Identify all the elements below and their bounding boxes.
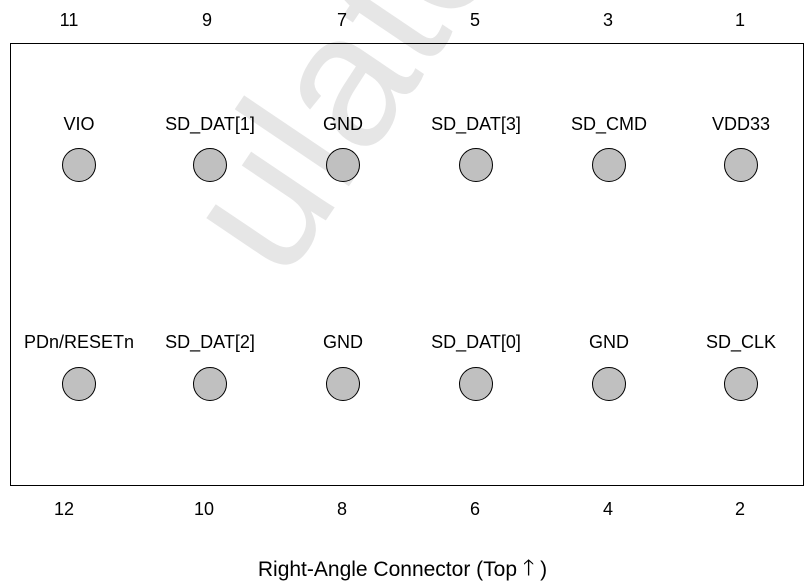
pin-label-gnd-7: GND — [323, 114, 363, 134]
pin-label-vdd33: VDD33 — [711, 114, 771, 134]
pin-label-pdn-resetn: PDn/RESETn — [23, 332, 135, 352]
pin-pad-1 — [724, 148, 758, 182]
pin-number-5: 5 — [469, 10, 480, 30]
caption-text: Right-Angle Connector (Top — [257, 558, 517, 581]
pin-number-12: 12 — [53, 499, 75, 519]
pin-label-sd-dat1: SD_DAT[1] — [165, 114, 255, 134]
pin-number-7: 7 — [336, 10, 347, 30]
pin-label-sd-clk: SD_CLK — [705, 332, 777, 352]
connector-outline — [10, 43, 804, 486]
pin-pad-4 — [592, 367, 626, 401]
pin-number-6: 6 — [469, 499, 480, 519]
pin-number-3: 3 — [602, 10, 613, 30]
pin-number-9: 9 — [201, 10, 212, 30]
pin-number-8: 8 — [336, 499, 347, 519]
pin-number-2: 2 — [734, 499, 745, 519]
up-arrow-icon: 🡑 — [522, 555, 535, 580]
connector-caption: Right-Angle Connector (Top 🡑 ) — [0, 556, 805, 582]
pin-pad-7 — [326, 148, 360, 182]
pin-pad-11 — [62, 148, 96, 182]
caption-close: ) — [540, 558, 548, 581]
pin-number-10: 10 — [193, 499, 215, 519]
pin-pad-9 — [193, 148, 227, 182]
pin-label-vio: VIO — [63, 114, 95, 134]
pin-pad-6 — [459, 367, 493, 401]
pin-pad-3 — [592, 148, 626, 182]
pin-number-1: 1 — [734, 10, 745, 30]
pin-pad-10 — [193, 367, 227, 401]
pin-label-gnd-8: GND — [323, 332, 363, 352]
pin-label-sd-dat2: SD_DAT[2] — [165, 332, 255, 352]
pin-number-4: 4 — [602, 499, 613, 519]
pin-pad-2 — [724, 367, 758, 401]
pin-label-sd-cmd: SD_CMD — [570, 114, 647, 134]
pin-label-gnd-4: GND — [589, 332, 629, 352]
pin-label-sd-dat0: SD_DAT[0] — [431, 332, 521, 352]
pin-pad-8 — [326, 367, 360, 401]
pin-pad-12 — [62, 367, 96, 401]
pin-label-sd-dat3: SD_DAT[3] — [431, 114, 521, 134]
pin-pad-5 — [459, 148, 493, 182]
pin-number-11: 11 — [59, 10, 79, 30]
